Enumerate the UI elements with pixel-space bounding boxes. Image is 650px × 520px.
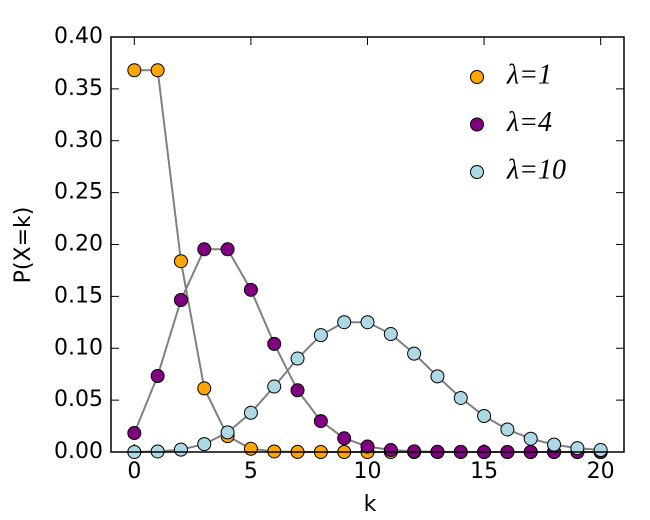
data-point [383, 327, 398, 342]
y-tick-label: 0.35 [54, 76, 103, 101]
data-point [267, 336, 282, 351]
data-point [360, 315, 375, 330]
data-point [477, 408, 492, 423]
data-point [523, 431, 538, 446]
x-tick-label: 0 [127, 459, 141, 484]
data-point [243, 282, 258, 297]
y-tick-label: 0.25 [54, 180, 103, 205]
data-point [197, 242, 212, 257]
data-point [453, 390, 468, 405]
series-line [133, 248, 601, 453]
data-point [197, 381, 212, 396]
data-point [150, 63, 165, 78]
data-point [127, 426, 142, 441]
x-tick-label: 20 [587, 459, 615, 484]
legend-marker [470, 165, 484, 179]
data-point [173, 293, 188, 308]
data-point [593, 443, 608, 458]
y-tick-label: 0.20 [54, 232, 103, 257]
y-tick-label: 0.00 [54, 439, 103, 464]
data-point [173, 254, 188, 269]
x-axis-label: k [364, 492, 377, 517]
data-point [360, 439, 375, 454]
plot-frame [110, 36, 625, 453]
data-point [267, 379, 282, 394]
legend-marker [470, 117, 484, 132]
x-tick-label: 5 [244, 459, 258, 484]
data-point [243, 441, 258, 456]
data-point [220, 242, 235, 257]
data-point [290, 383, 305, 398]
data-point [547, 437, 562, 452]
y-tick-label: 0.10 [54, 335, 103, 360]
legend-label: λ=1 [506, 59, 552, 90]
data-point [313, 414, 328, 429]
legend-marker [470, 70, 484, 84]
y-tick-label: 0.05 [54, 387, 103, 412]
data-point [313, 328, 328, 343]
y-axis-label: P(X=k) [11, 207, 36, 284]
data-point [337, 315, 352, 330]
data-point [127, 63, 142, 78]
data-point [407, 346, 422, 361]
data-point [430, 369, 445, 384]
y-tick-label: 0.40 [54, 24, 103, 49]
y-tick-label: 0.15 [54, 283, 103, 308]
data-point [337, 431, 352, 446]
data-point [383, 443, 398, 458]
data-point [173, 442, 188, 457]
legend-label: λ=4 [506, 107, 552, 138]
data-point [243, 405, 258, 420]
legend-label: λ=10 [506, 154, 566, 185]
data-point [220, 425, 235, 440]
data-point [150, 368, 165, 383]
x-tick-label: 15 [470, 459, 498, 484]
data-point [500, 422, 515, 437]
x-tick-label: 10 [354, 459, 382, 484]
data-point [290, 351, 305, 366]
data-point [197, 437, 212, 452]
y-tick-label: 0.30 [54, 128, 103, 153]
